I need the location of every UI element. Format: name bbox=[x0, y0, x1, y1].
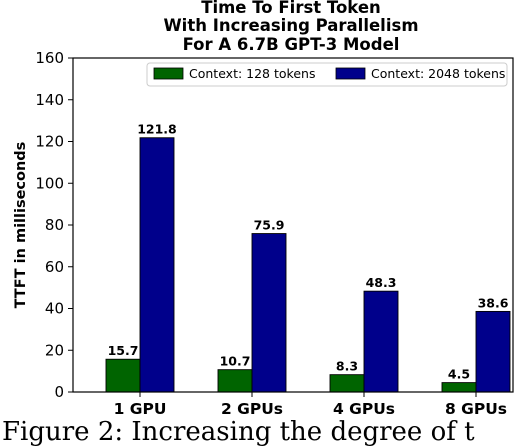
y-tick-label-80: 80 bbox=[45, 216, 64, 234]
data-label-8-gpus-series-1: 4.5 bbox=[448, 367, 470, 382]
data-label-4-gpus-series-1: 8.3 bbox=[336, 359, 358, 374]
data-labels-layer: 15.7 121.8 10.7 75.9 8.3 48.3 4.5 38.6 bbox=[108, 122, 509, 382]
data-label-1-gpu-series-1: 15.7 bbox=[108, 343, 139, 358]
data-label-2-gpus-series-1: 10.7 bbox=[220, 354, 251, 369]
bar-4-gpus-series-2 bbox=[363, 290, 399, 393]
y-axis: 0 20 40 60 80 100 120 140 160 bbox=[35, 49, 73, 401]
y-tick-label-60: 60 bbox=[45, 258, 64, 276]
chart-title-line-1: Time To First Token bbox=[201, 0, 381, 17]
bar-1-gpu-series-2 bbox=[139, 137, 175, 393]
y-tick-label-100: 100 bbox=[35, 174, 64, 192]
data-label-4-gpus-series-2: 48.3 bbox=[366, 275, 397, 290]
bars-layer bbox=[105, 137, 511, 393]
x-tick-label-8-gpus: 8 GPUs bbox=[445, 400, 507, 418]
plot-frame bbox=[72, 57, 514, 393]
x-tick-label-1-gpu: 1 GPU bbox=[114, 400, 167, 418]
chart-title: Time To First Token With Increasing Para… bbox=[163, 0, 418, 54]
y-tick-label-0: 0 bbox=[54, 383, 64, 401]
bar-4-gpus-series-1 bbox=[329, 374, 365, 393]
x-tick-label-2-gpus: 2 GPUs bbox=[221, 400, 283, 418]
legend-swatch-context-128 bbox=[153, 67, 184, 80]
y-tick-label-120: 120 bbox=[35, 133, 64, 151]
data-label-1-gpu-series-2: 121.8 bbox=[137, 122, 177, 137]
y-tick-label-20: 20 bbox=[45, 341, 64, 359]
legend-label-context-128: Context: 128 tokens bbox=[189, 66, 315, 81]
y-tick-label-140: 140 bbox=[35, 91, 64, 109]
y-axis-label: TTFT in milliseconds bbox=[13, 142, 29, 309]
x-axis: 1 GPU 2 GPUs 4 GPUs 8 GPUs bbox=[114, 392, 507, 418]
bar-8-gpus-series-1 bbox=[441, 382, 477, 393]
legend-swatch-context-2048 bbox=[335, 67, 366, 80]
bar-1-gpu-series-1 bbox=[105, 358, 141, 393]
data-label-2-gpus-series-2: 75.9 bbox=[254, 218, 285, 233]
bar-2-gpus-series-2 bbox=[251, 233, 287, 393]
chart-title-line-3: For A 6.7B GPT-3 Model bbox=[183, 35, 400, 54]
bar-8-gpus-series-2 bbox=[475, 310, 511, 393]
chart-title-line-2: With Increasing Parallelism bbox=[163, 16, 418, 35]
legend: Context: 128 tokens Context: 2048 tokens bbox=[146, 62, 508, 87]
legend-label-context-2048: Context: 2048 tokens bbox=[371, 66, 505, 81]
y-tick-label-40: 40 bbox=[45, 300, 64, 318]
x-tick-label-4-gpus: 4 GPUs bbox=[333, 400, 395, 418]
figure-caption: Figure 2: Increasing the degree of t bbox=[2, 417, 475, 446]
legend-box bbox=[146, 62, 508, 87]
data-label-8-gpus-series-2: 38.6 bbox=[478, 295, 509, 310]
bar-2-gpus-series-1 bbox=[217, 369, 253, 393]
y-tick-label-160: 160 bbox=[35, 49, 64, 67]
